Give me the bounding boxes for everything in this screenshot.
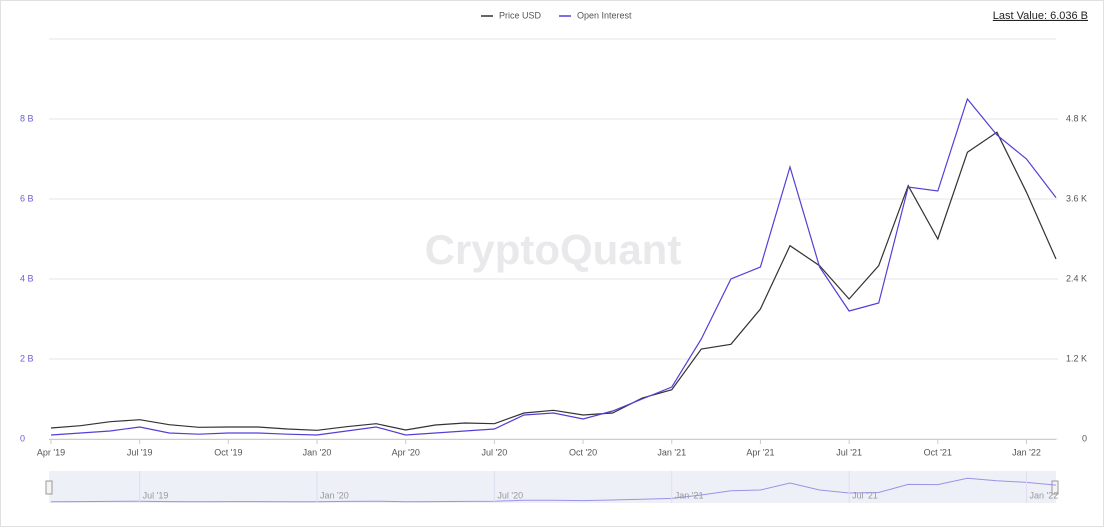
x-tick-label: Jan '22: [1012, 447, 1041, 457]
navigator-tick-label: Jul '21: [852, 490, 878, 500]
y2-tick-label: 3.6 K: [1066, 193, 1087, 203]
y-tick-label: 4 B: [20, 273, 34, 283]
x-tick-label: Jul '20: [482, 447, 508, 457]
y-tick-label: 0: [20, 433, 25, 443]
x-tick-label: Oct '20: [569, 447, 597, 457]
y-tick-label: 8 B: [20, 113, 34, 123]
x-tick-label: Apr '21: [746, 447, 774, 457]
y-tick-label: 2 B: [20, 353, 34, 363]
last-value[interactable]: Last Value: 6.036 B: [993, 10, 1088, 22]
y-tick-label: 6 B: [20, 193, 34, 203]
navigator-tick-label: Jul '20: [497, 490, 523, 500]
x-tick-label: Jul '21: [836, 447, 862, 457]
watermark: CryptoQuant: [425, 226, 682, 273]
x-tick-label: Apr '19: [37, 447, 65, 457]
x-tick-label: Jul '19: [127, 447, 153, 457]
series-line: [50, 131, 1057, 431]
x-tick-label: Apr '20: [392, 447, 420, 457]
x-tick-label: Jan '20: [303, 447, 332, 457]
legend-label[interactable]: Open Interest: [577, 10, 632, 20]
navigator-tick-label: Jan '20: [320, 490, 349, 500]
navigator-handle[interactable]: [45, 480, 53, 495]
y2-tick-label: 4.8 K: [1066, 113, 1087, 123]
navigator-tick-label: Jul '19: [143, 490, 169, 500]
x-tick-label: Jan '21: [657, 447, 686, 457]
navigator-tick-label: Jan '22: [1029, 490, 1058, 500]
x-tick-label: Oct '21: [924, 447, 952, 457]
navigator-bg: [49, 471, 1056, 503]
y2-tick-label: 0: [1082, 433, 1087, 443]
series-line: [50, 97, 1057, 436]
navigator-line: [50, 477, 1057, 503]
x-tick-label: Oct '19: [214, 447, 242, 457]
y2-tick-label: 2.4 K: [1066, 273, 1087, 283]
y2-tick-label: 1.2 K: [1066, 353, 1087, 363]
navigator-tick-label: Jan '21: [675, 490, 704, 500]
legend-label[interactable]: Price USD: [499, 10, 542, 20]
navigator-handle[interactable]: [1051, 480, 1059, 495]
